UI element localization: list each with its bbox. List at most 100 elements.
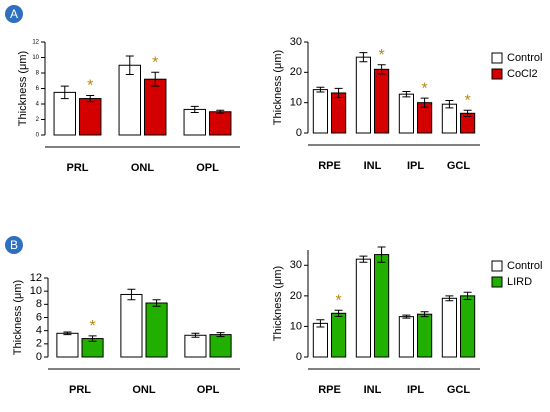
- error-bar: [334, 309, 343, 317]
- x-tick-label: INL: [364, 384, 382, 396]
- x-tick-label: ONL: [131, 162, 155, 174]
- error-bar: [359, 52, 368, 63]
- error-bar: [420, 97, 429, 108]
- error-bar: [190, 105, 199, 114]
- error-bar: [377, 246, 386, 263]
- error-bar: [316, 86, 325, 93]
- significance-mark: *: [87, 78, 93, 95]
- bar: [79, 98, 102, 136]
- x-tick-label: IPL: [407, 160, 424, 172]
- legend-label: Control: [507, 260, 542, 272]
- bar: [312, 322, 328, 358]
- error-bar: [359, 255, 368, 263]
- panel-label: B: [10, 238, 18, 252]
- y-tick-label: 4: [36, 325, 42, 337]
- error-bar: [63, 331, 72, 336]
- legend-label: Control: [507, 52, 542, 64]
- bar: [118, 64, 142, 136]
- bar: [417, 313, 433, 358]
- bar: [331, 92, 347, 134]
- x-tick-label: PRL: [67, 162, 89, 174]
- legend-label: CoCl2: [507, 68, 538, 80]
- error-bar: [216, 109, 225, 114]
- error-bar: [125, 55, 134, 76]
- y-axis-title: Thickness (μm): [272, 50, 284, 125]
- error-bar: [463, 291, 472, 301]
- bar: [183, 108, 207, 136]
- error-bar: [216, 332, 225, 338]
- error-bar: [151, 71, 160, 87]
- error-bar: [191, 332, 200, 338]
- error-bar: [445, 100, 454, 109]
- bar: [441, 297, 457, 358]
- significance-mark: *: [335, 292, 341, 309]
- error-bar: [86, 94, 95, 103]
- bar: [145, 302, 168, 358]
- panel-badge: [5, 5, 23, 23]
- error-bar: [152, 299, 161, 307]
- significance-mark: *: [378, 47, 384, 64]
- y-tick-label: 30: [290, 259, 302, 271]
- bar: [120, 293, 143, 358]
- error-bar: [445, 295, 454, 302]
- legend-swatch: [491, 276, 503, 288]
- y-tick-label: 8: [36, 298, 42, 310]
- y-tick-label: 10: [30, 285, 42, 297]
- significance-mark: *: [89, 318, 95, 335]
- legend-swatch: [491, 260, 503, 272]
- bar: [312, 89, 328, 134]
- x-tick-label: RPE: [318, 384, 341, 396]
- error-bar: [377, 64, 386, 75]
- y-tick-label: 6: [36, 311, 42, 323]
- x-tick-label: IPL: [407, 384, 424, 396]
- y-tick-label: 0: [296, 351, 302, 363]
- y-tick-label: 2: [36, 117, 40, 123]
- y-axis-title: Thickness (μm): [272, 266, 284, 341]
- error-bar: [463, 109, 472, 117]
- bar: [374, 254, 390, 358]
- x-tick-label: GCL: [447, 160, 471, 172]
- bar: [441, 103, 457, 134]
- bar: [398, 93, 414, 134]
- x-tick-label: ONL: [132, 384, 156, 396]
- y-tick-label: 0: [36, 351, 42, 363]
- y-tick-label: 4: [36, 102, 40, 108]
- y-tick-label: 10: [290, 97, 302, 109]
- y-tick-label: 30: [290, 36, 302, 48]
- significance-mark: *: [152, 54, 158, 71]
- bar: [209, 334, 232, 358]
- bar: [144, 78, 167, 136]
- x-tick-label: INL: [364, 160, 382, 172]
- bar: [460, 295, 476, 358]
- error-bar: [402, 314, 411, 319]
- legend-label: LIRD: [507, 276, 532, 288]
- significance-mark: *: [464, 92, 470, 109]
- y-tick-label: 12: [30, 272, 42, 284]
- error-bar: [316, 319, 325, 328]
- y-tick-label: 8: [36, 71, 40, 77]
- error-bar: [334, 87, 343, 99]
- x-tick-label: OPL: [196, 162, 219, 174]
- error-bar: [420, 311, 429, 318]
- y-tick-label: 20: [290, 66, 302, 78]
- error-bar: [60, 85, 69, 100]
- x-tick-label: GCL: [447, 384, 471, 396]
- y-tick-label: 0: [36, 133, 40, 139]
- y-tick-label: 6: [36, 86, 40, 92]
- bar: [184, 334, 207, 358]
- y-tick-label: 2: [36, 338, 42, 350]
- y-tick-label: 12: [32, 40, 39, 46]
- panel-label: A: [10, 7, 18, 21]
- bar: [355, 56, 371, 134]
- panel-badge: [5, 236, 23, 254]
- x-tick-label: PRL: [69, 384, 91, 396]
- y-tick-label: 10: [32, 55, 39, 61]
- y-axis-title: Thickness (μm): [17, 51, 29, 126]
- significance-mark: *: [421, 80, 427, 97]
- error-bar: [88, 335, 97, 342]
- x-tick-label: OPL: [197, 384, 220, 396]
- y-tick-label: 10: [290, 320, 302, 332]
- y-tick-label: 20: [290, 290, 302, 302]
- bar: [355, 258, 371, 358]
